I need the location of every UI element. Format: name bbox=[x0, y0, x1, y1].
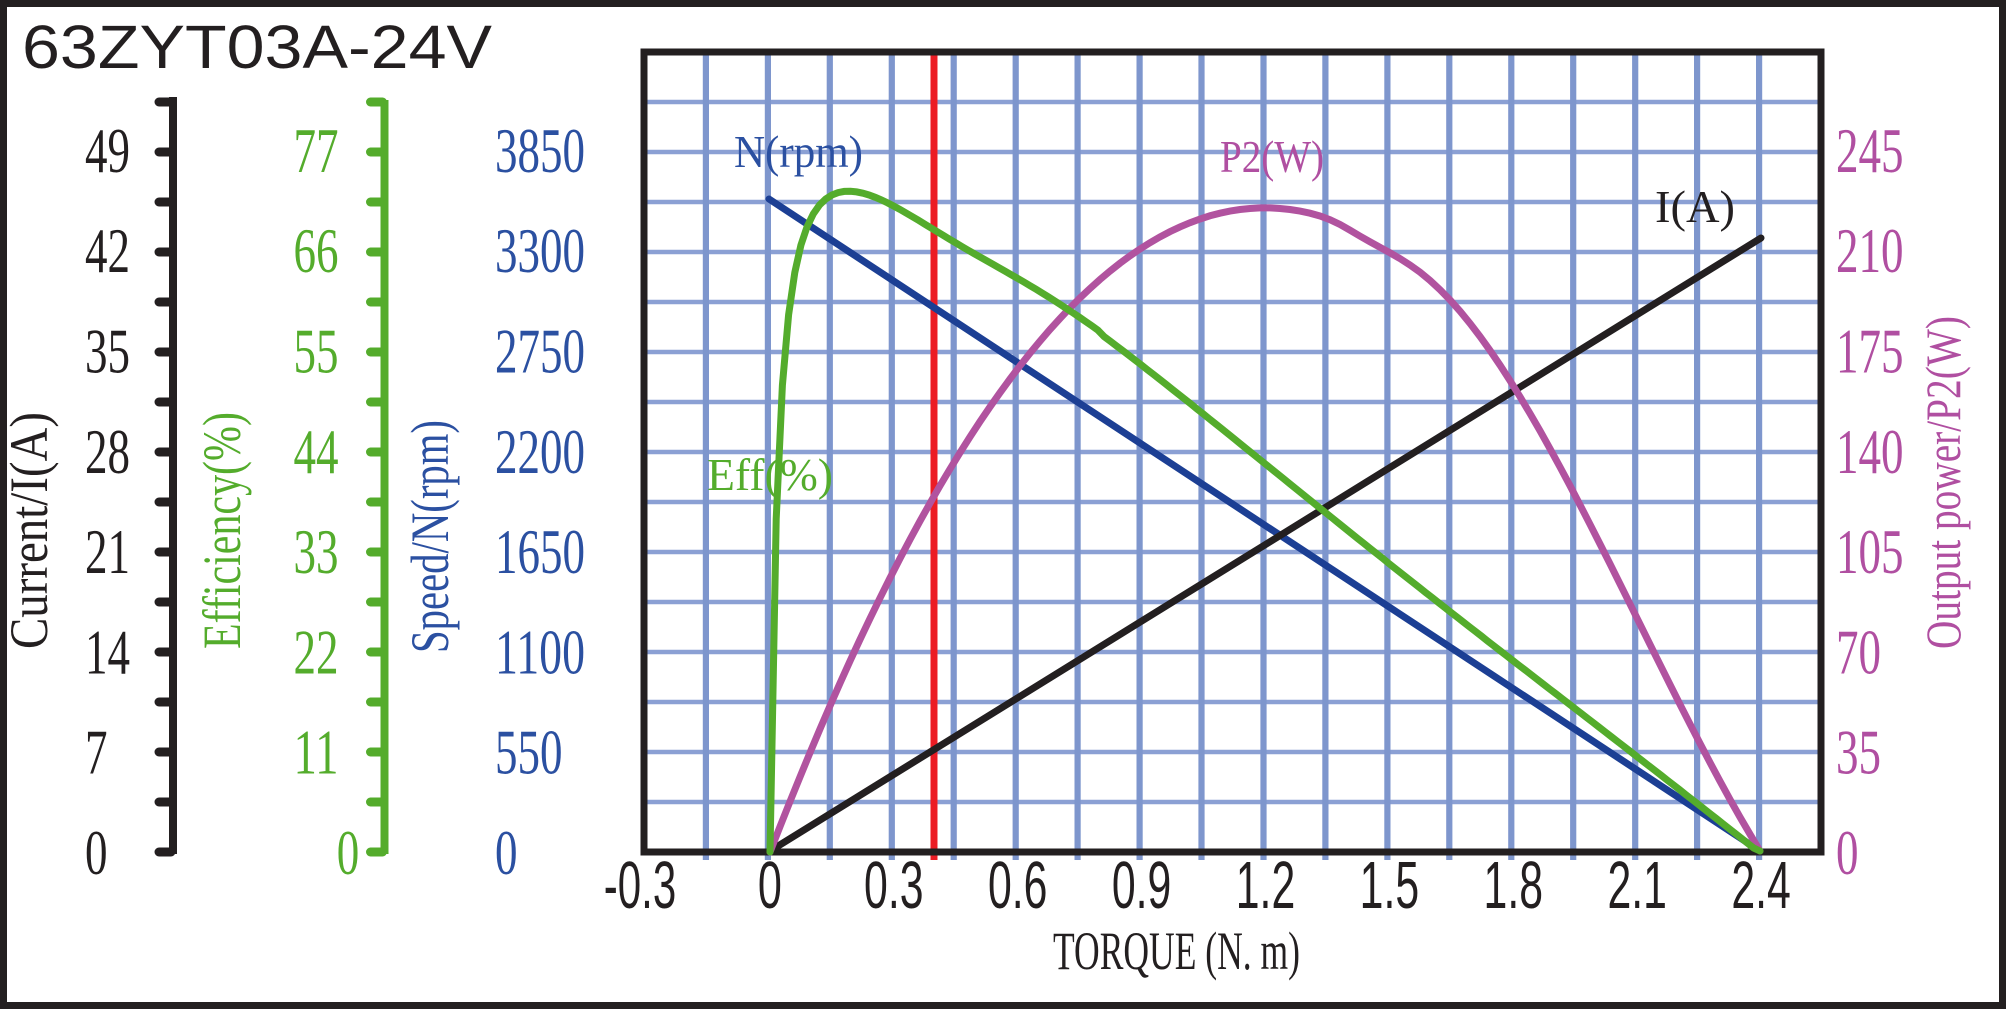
svg-text:0: 0 bbox=[1836, 818, 1859, 888]
svg-text:66: 66 bbox=[294, 216, 339, 286]
svg-text:I(A): I(A) bbox=[1655, 181, 1735, 232]
svg-text:11: 11 bbox=[294, 718, 339, 788]
svg-text:3850: 3850 bbox=[495, 116, 585, 186]
svg-text:0.6: 0.6 bbox=[988, 848, 1048, 923]
svg-text:35: 35 bbox=[1836, 718, 1881, 788]
svg-text:49: 49 bbox=[85, 116, 130, 186]
svg-text:2.4: 2.4 bbox=[1731, 848, 1791, 923]
svg-text:63ZYT03A-24V: 63ZYT03A-24V bbox=[22, 13, 492, 81]
svg-text:Output power/P2(W): Output power/P2(W) bbox=[1915, 316, 1971, 649]
svg-text:55: 55 bbox=[294, 317, 339, 387]
svg-text:2750: 2750 bbox=[495, 317, 585, 387]
svg-text:0: 0 bbox=[758, 848, 782, 923]
svg-text:Efficiency(%): Efficiency(%) bbox=[192, 412, 252, 649]
svg-text:Speed/N(rpm): Speed/N(rpm) bbox=[400, 420, 460, 653]
svg-text:2.1: 2.1 bbox=[1607, 848, 1667, 923]
svg-text:0.3: 0.3 bbox=[864, 848, 924, 923]
svg-text:TORQUE (N. m): TORQUE (N. m) bbox=[1053, 921, 1300, 981]
svg-text:0: 0 bbox=[337, 818, 360, 888]
svg-text:22: 22 bbox=[294, 617, 339, 687]
svg-text:1100: 1100 bbox=[495, 617, 585, 687]
svg-text:14: 14 bbox=[85, 617, 130, 687]
svg-text:2200: 2200 bbox=[495, 417, 585, 487]
svg-text:Current/I(A): Current/I(A) bbox=[0, 412, 59, 649]
svg-text:175: 175 bbox=[1836, 317, 1904, 387]
svg-text:7: 7 bbox=[85, 718, 108, 788]
svg-text:70: 70 bbox=[1836, 617, 1881, 687]
svg-text:28: 28 bbox=[85, 417, 130, 487]
svg-text:P2(W): P2(W) bbox=[1220, 131, 1324, 182]
svg-text:0.9: 0.9 bbox=[1112, 848, 1172, 923]
svg-text:42: 42 bbox=[85, 216, 130, 286]
svg-text:105: 105 bbox=[1836, 517, 1904, 587]
svg-text:21: 21 bbox=[85, 517, 130, 587]
svg-text:140: 140 bbox=[1836, 417, 1904, 487]
svg-text:Eff(%): Eff(%) bbox=[707, 449, 833, 500]
svg-text:-0.3: -0.3 bbox=[604, 848, 677, 923]
svg-text:35: 35 bbox=[85, 317, 130, 387]
svg-text:N(rpm): N(rpm) bbox=[734, 126, 863, 177]
svg-text:1.8: 1.8 bbox=[1484, 848, 1544, 923]
svg-text:1650: 1650 bbox=[495, 517, 585, 587]
svg-text:550: 550 bbox=[495, 718, 563, 788]
svg-text:1.5: 1.5 bbox=[1360, 848, 1420, 923]
svg-text:245: 245 bbox=[1836, 116, 1904, 186]
svg-text:33: 33 bbox=[294, 517, 339, 587]
svg-text:210: 210 bbox=[1836, 216, 1904, 286]
svg-text:0: 0 bbox=[495, 818, 518, 888]
svg-text:3300: 3300 bbox=[495, 216, 585, 286]
svg-text:44: 44 bbox=[294, 417, 339, 487]
svg-text:77: 77 bbox=[294, 116, 339, 186]
svg-text:0: 0 bbox=[85, 818, 108, 888]
svg-text:1.2: 1.2 bbox=[1236, 848, 1296, 923]
